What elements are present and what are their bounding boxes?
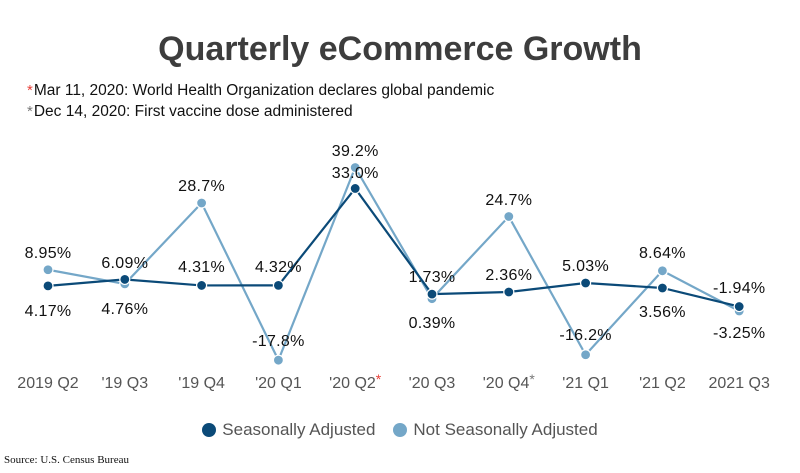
data-point[interactable]	[349, 182, 361, 195]
data-label: -1.94%	[713, 280, 766, 297]
data-label: 39.2%	[332, 143, 379, 160]
data-label: 4.31%	[178, 259, 225, 276]
annotation-text: Dec 14, 2020: First vaccine dose adminis…	[33, 103, 353, 120]
data-label: 6.09%	[101, 255, 148, 272]
data-point[interactable]	[196, 279, 208, 292]
data-label: -3.25%	[713, 325, 766, 342]
x-tick-label: '19 Q4	[178, 375, 225, 392]
annotation-pandemic: *Mar 11, 2020: World Health Organization…	[27, 82, 494, 100]
x-tick-label: '20 Q3	[409, 375, 456, 392]
data-point[interactable]	[733, 300, 745, 313]
x-tick-label: '20 Q2*	[329, 371, 382, 392]
data-point[interactable]	[196, 197, 208, 209]
red-asterisk-icon: *	[27, 82, 33, 99]
series-line-0	[47, 186, 740, 308]
data-label: 4.17%	[25, 303, 72, 320]
data-label: -16.2%	[559, 327, 612, 344]
asterisk-icon: *	[529, 371, 535, 387]
legend-dot-icon	[393, 423, 408, 437]
data-point[interactable]	[579, 277, 592, 289]
data-point[interactable]	[579, 349, 592, 361]
data-label: 24.7%	[485, 192, 532, 209]
x-tick-label: '19 Q3	[101, 375, 148, 392]
data-label: 1.73%	[409, 269, 456, 286]
data-point[interactable]	[272, 354, 284, 366]
data-label: -17.8%	[252, 333, 305, 350]
annotation-vaccine: *Dec 14, 2020: First vaccine dose admini…	[27, 103, 353, 121]
legend-label: Not Seasonally Adjusted	[413, 420, 598, 439]
annotation-text: Mar 11, 2020: World Health Organization …	[33, 82, 495, 99]
source-note: Source: U.S. Census Bureau	[4, 454, 129, 466]
gray-asterisk-icon: *	[27, 103, 33, 120]
data-point[interactable]	[349, 161, 361, 174]
data-label: 2.36%	[485, 267, 532, 284]
chart-title: Quarterly eCommerce Growth	[158, 30, 642, 68]
series-line-1	[47, 165, 740, 363]
legend-item-seasonally-adjusted[interactable]: Seasonally Adjusted	[202, 420, 375, 440]
legend-label: Seasonally Adjusted	[222, 420, 376, 439]
data-point[interactable]	[119, 273, 131, 286]
data-point[interactable]	[42, 264, 54, 276]
x-tick-label: '21 Q1	[562, 375, 609, 392]
data-point[interactable]	[503, 210, 515, 223]
x-tick-label: '20 Q4*	[483, 371, 536, 392]
data-label: 4.76%	[101, 301, 148, 318]
data-label: 0.39%	[409, 315, 456, 332]
legend-item-not-seasonally-adjusted[interactable]: Not Seasonally Adjusted	[393, 420, 598, 440]
legend: Seasonally Adjusted Not Seasonally Adjus…	[0, 420, 800, 440]
x-tick-label: '20 Q1	[255, 375, 302, 392]
data-point[interactable]	[656, 282, 669, 294]
legend-dot-icon	[202, 423, 217, 437]
data-label: 3.56%	[639, 304, 686, 321]
data-point[interactable]	[656, 265, 669, 277]
data-label: 33.0%	[332, 165, 379, 182]
x-tick-label: 2021 Q3	[709, 375, 770, 392]
data-point[interactable]	[272, 279, 284, 291]
data-point[interactable]	[503, 286, 515, 298]
asterisk-icon: *	[376, 371, 382, 387]
data-point[interactable]	[42, 280, 54, 292]
data-point[interactable]	[426, 288, 438, 300]
x-tick-label: '21 Q2	[639, 375, 686, 392]
data-label: 4.32%	[255, 259, 302, 276]
x-tick-label: 2019 Q2	[17, 375, 78, 392]
data-label: 8.64%	[639, 245, 686, 262]
data-label: 28.7%	[178, 178, 225, 195]
data-label: 8.95%	[25, 245, 72, 262]
data-label: 5.03%	[562, 258, 609, 275]
